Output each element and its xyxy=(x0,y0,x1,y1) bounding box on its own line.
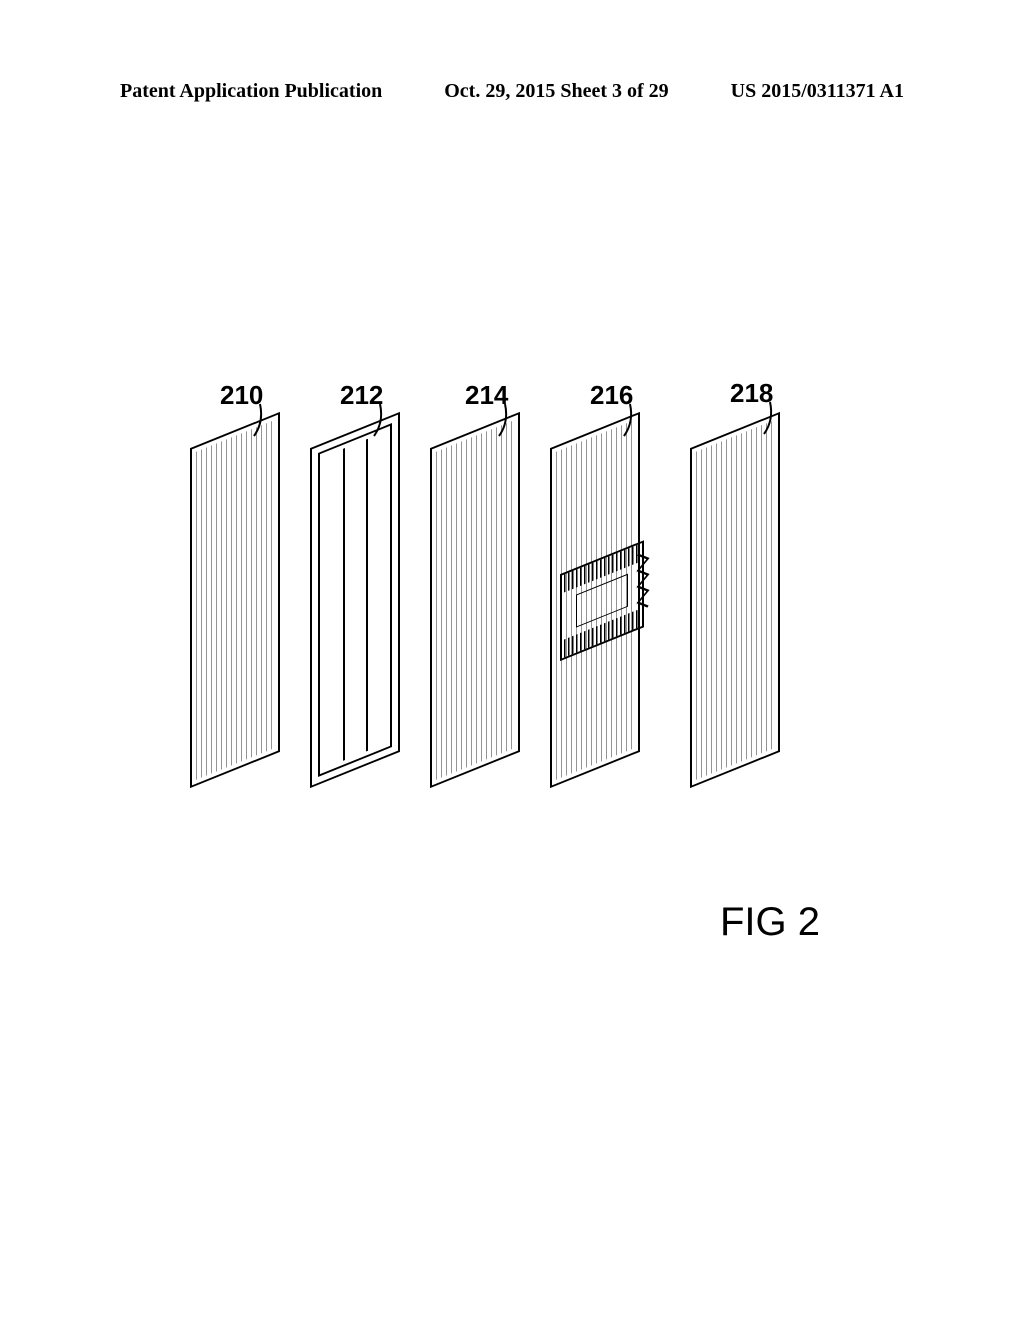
ref-label-214: 214 xyxy=(465,380,508,411)
ref-label-218: 218 xyxy=(730,378,773,409)
panel-212-frame xyxy=(318,423,392,777)
leader-212 xyxy=(380,404,416,434)
panel-216-circuit xyxy=(560,540,644,661)
ref-label-210: 210 xyxy=(220,380,263,411)
leader-214 xyxy=(505,404,541,434)
page-header: Patent Application Publication Oct. 29, … xyxy=(0,80,1024,103)
header-center: Oct. 29, 2015 Sheet 3 of 29 xyxy=(444,80,668,103)
panel-216-wrap xyxy=(550,430,640,770)
figure-2: 210 212 214 xyxy=(190,430,850,910)
panel-214 xyxy=(430,412,520,788)
header-right: US 2015/0311371 A1 xyxy=(731,80,904,103)
leader-216 xyxy=(630,404,666,434)
panel-210-wrap xyxy=(190,430,280,770)
panel-212-wrap xyxy=(310,430,400,770)
leader-218 xyxy=(770,402,806,432)
panel-218 xyxy=(690,412,780,788)
ref-label-216: 216 xyxy=(590,380,633,411)
ref-label-212: 212 xyxy=(340,380,383,411)
header-left: Patent Application Publication xyxy=(120,80,382,103)
panel-214-wrap xyxy=(430,430,520,770)
figure-caption: FIG 2 xyxy=(720,900,820,945)
panel-210 xyxy=(190,412,280,788)
panel-218-wrap xyxy=(690,430,780,770)
panel-212 xyxy=(310,412,400,788)
leader-210 xyxy=(260,404,296,434)
panel-216 xyxy=(550,412,640,788)
